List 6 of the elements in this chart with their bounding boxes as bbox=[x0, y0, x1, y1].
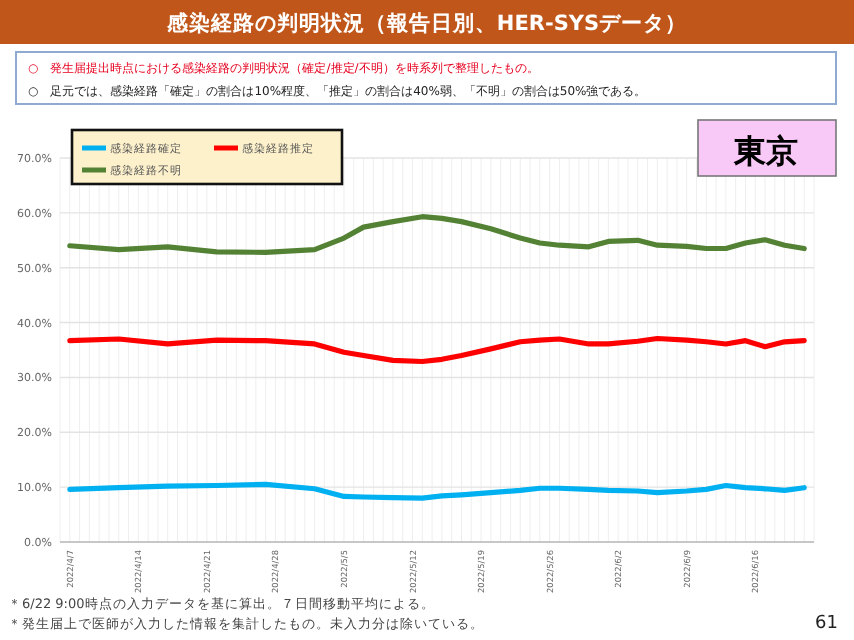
chart-title: 感染経路の判明状況（報告日別、HER-SYSデータ） bbox=[164, 10, 688, 36]
text: 61 bbox=[815, 614, 838, 634]
annotation: 東京 bbox=[732, 132, 798, 170]
line-series bbox=[67, 335, 807, 365]
line-series bbox=[67, 214, 807, 255]
line-series bbox=[67, 481, 807, 501]
